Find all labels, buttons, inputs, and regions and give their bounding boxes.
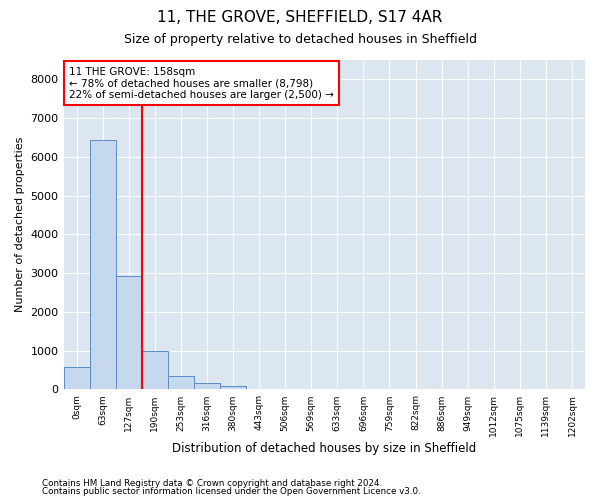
Bar — [64, 368, 89, 390]
Text: 11 THE GROVE: 158sqm
← 78% of detached houses are smaller (8,798)
22% of semi-de: 11 THE GROVE: 158sqm ← 78% of detached h… — [69, 66, 334, 100]
Text: Contains HM Land Registry data © Crown copyright and database right 2024.: Contains HM Land Registry data © Crown c… — [42, 478, 382, 488]
Bar — [168, 376, 194, 390]
Bar — [142, 351, 168, 390]
Bar — [89, 140, 116, 390]
Y-axis label: Number of detached properties: Number of detached properties — [15, 137, 25, 312]
Text: Size of property relative to detached houses in Sheffield: Size of property relative to detached ho… — [124, 32, 476, 46]
Bar — [116, 276, 142, 390]
X-axis label: Distribution of detached houses by size in Sheffield: Distribution of detached houses by size … — [172, 442, 476, 455]
Bar — [220, 386, 246, 390]
Bar — [194, 383, 220, 390]
Text: Contains public sector information licensed under the Open Government Licence v3: Contains public sector information licen… — [42, 487, 421, 496]
Text: 11, THE GROVE, SHEFFIELD, S17 4AR: 11, THE GROVE, SHEFFIELD, S17 4AR — [157, 10, 443, 25]
